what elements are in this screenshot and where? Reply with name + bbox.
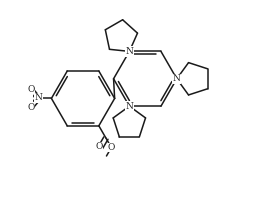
Text: N: N [34, 94, 42, 102]
Text: N: N [125, 47, 133, 56]
Text: O: O [96, 142, 103, 151]
Text: N: N [125, 102, 133, 111]
Text: N: N [173, 74, 181, 83]
Text: O: O [27, 85, 35, 94]
Text: O: O [27, 103, 35, 112]
Text: O: O [108, 143, 115, 152]
